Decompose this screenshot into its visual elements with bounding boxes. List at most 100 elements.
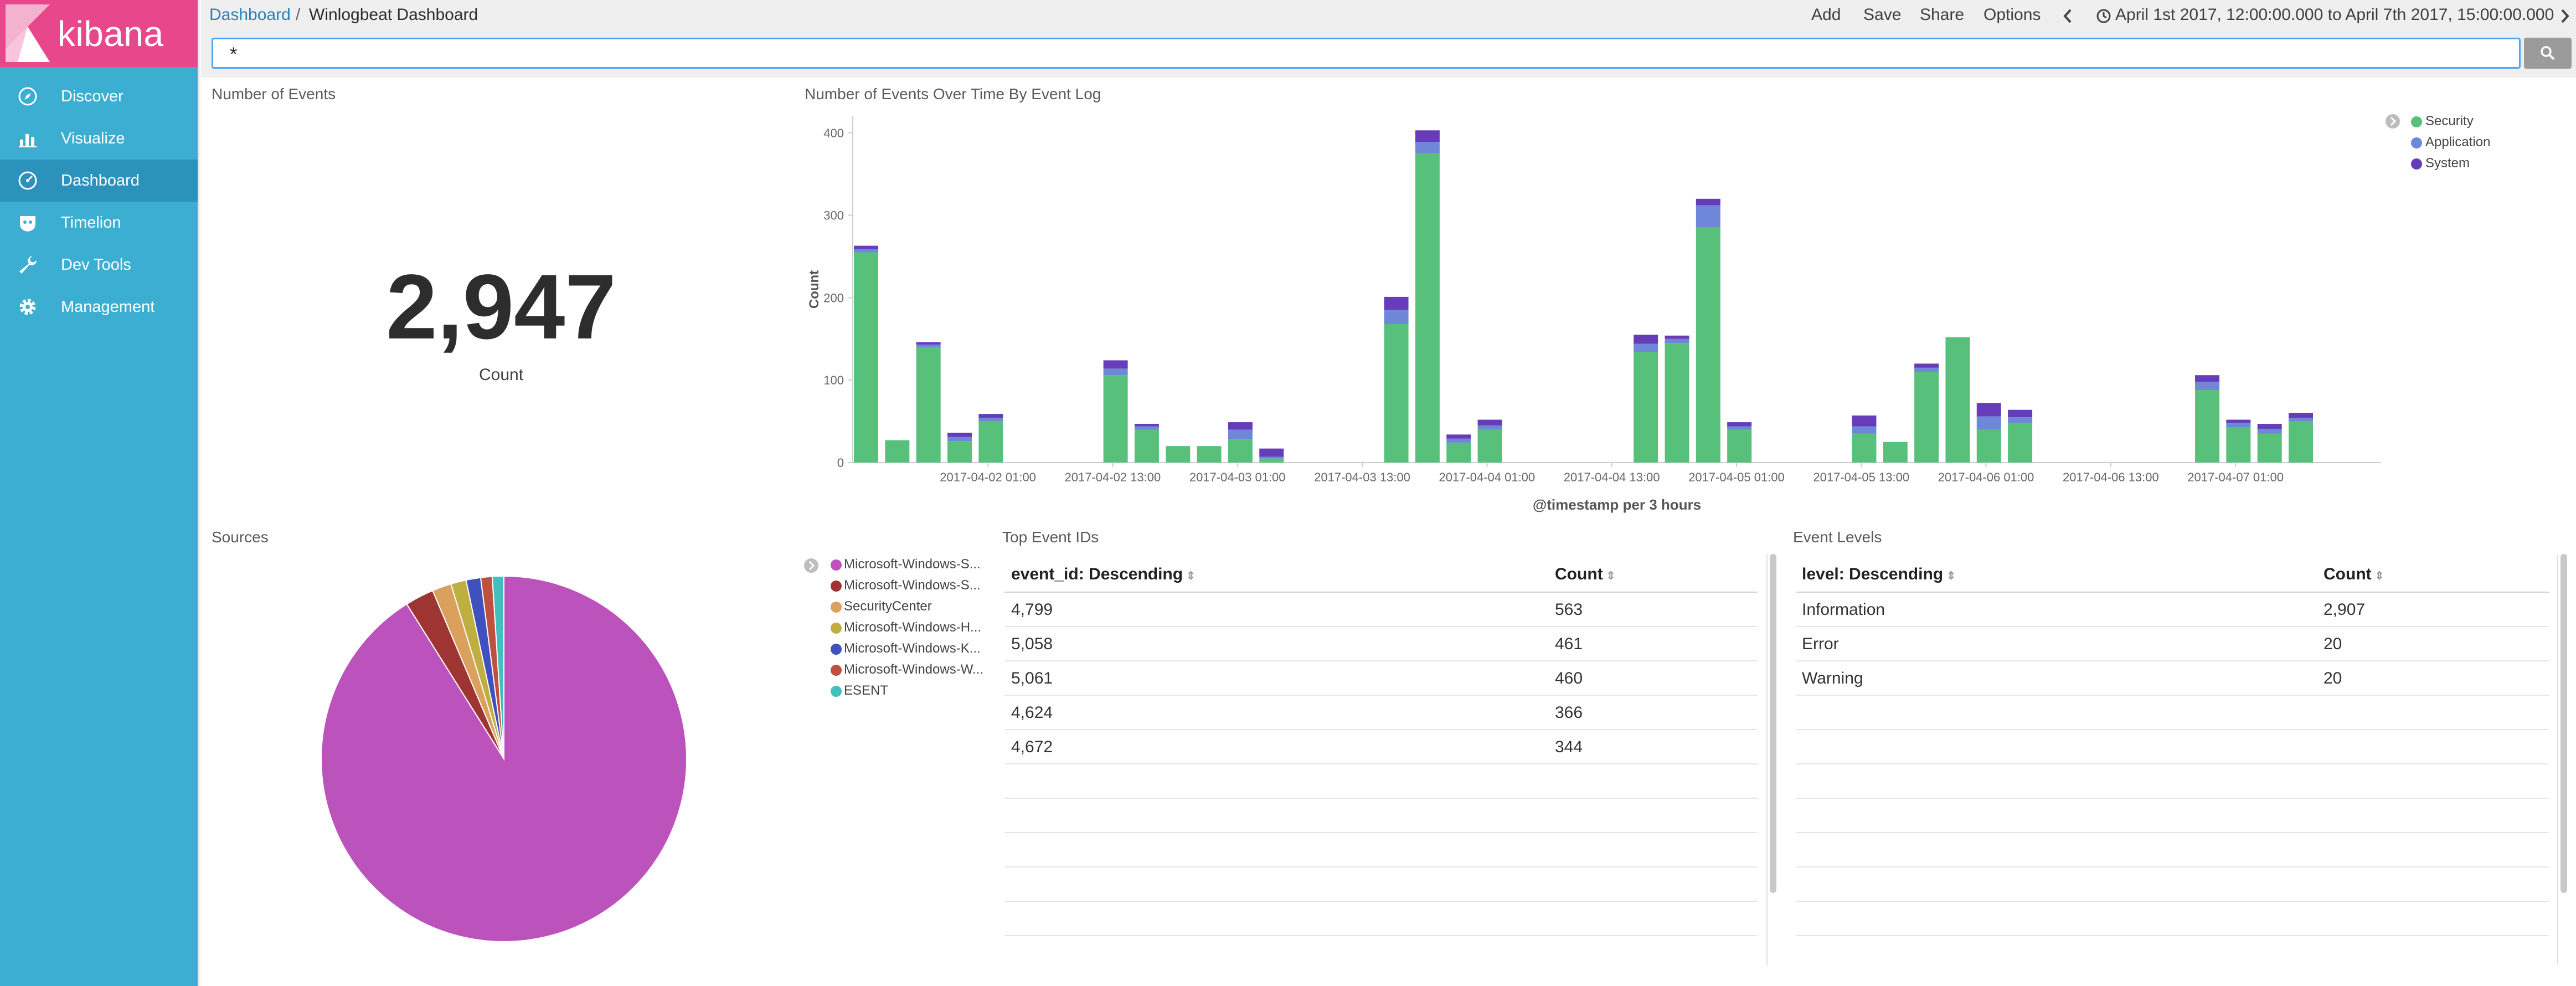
sidebar: kibana Discover Visualize Dashboard: [0, 0, 198, 986]
timelion-shield-icon: [20, 216, 35, 232]
sidebar-item-timelion[interactable]: Timelion: [0, 202, 198, 244]
column-header-count[interactable]: Count ⇕: [2323, 565, 2384, 584]
add-button[interactable]: Add: [1811, 6, 1841, 24]
bar-segment-system: [2289, 413, 2314, 418]
bar-segment-security: [2008, 423, 2033, 463]
scroll-track: [1766, 554, 1768, 965]
time-range-picker[interactable]: April 1st 2017, 12:00:00.000 to April 7t…: [2115, 6, 2554, 24]
bar-segment-system: [854, 245, 878, 249]
bar-segment-application: [1976, 416, 2001, 430]
pie-legend-item[interactable]: Microsoft-Windows-W...: [844, 662, 984, 677]
bar-segment-security: [1477, 429, 1502, 463]
pie-slice: [491, 575, 504, 759]
chevron-left-icon[interactable]: [2062, 8, 2073, 24]
row-divider: [1796, 832, 2549, 833]
bar-segment-application: [1696, 205, 1720, 228]
events-chart-title: Number of Events Over Time By Event Log: [805, 85, 1101, 102]
row-divider: [1796, 763, 2549, 764]
bar-segment-system: [1415, 130, 1440, 142]
legend-item-security[interactable]: Security: [2425, 114, 2474, 129]
column-header-event-id[interactable]: event_id: Descending ⇕: [1011, 565, 1196, 584]
sidebar-item-label: Discover: [61, 88, 123, 105]
pie-legend-item[interactable]: Microsoft-Windows-K...: [844, 641, 981, 656]
sources-pie-chart[interactable]: [310, 565, 698, 953]
scroll-track: [2557, 554, 2558, 965]
bar-segment-security: [1103, 375, 1128, 463]
pie-legend-swatch: [831, 602, 842, 613]
y-tick-label: 100: [823, 373, 844, 387]
search-input-value: *: [230, 44, 238, 65]
bar-segment-application: [2226, 423, 2251, 428]
bar-segment-system: [1696, 198, 1720, 206]
bar-segment-security: [1696, 227, 1720, 463]
x-tick-label: 2017-04-04 01:00: [1439, 470, 1535, 484]
sidebar-item-label: Dev Tools: [61, 256, 131, 274]
legend-toggle-icon[interactable]: [2384, 113, 2401, 130]
gear-icon: [19, 299, 36, 315]
row-divider: [1796, 866, 2549, 867]
row-divider: [1004, 798, 1758, 799]
legend-swatch-application: [2411, 137, 2422, 148]
search-input[interactable]: *: [212, 38, 2521, 69]
pie-legend-item[interactable]: Microsoft-Windows-S...: [844, 557, 981, 572]
chevron-right-icon[interactable]: [2559, 8, 2570, 24]
sidebar-item-management[interactable]: Management: [0, 286, 198, 328]
row-divider: [1796, 695, 2549, 696]
row-divider: [1004, 901, 1758, 902]
search-button[interactable]: [2524, 38, 2572, 69]
bar-segment-system: [1259, 448, 1284, 457]
breadcrumb-current: Winlogbeat Dashboard: [309, 6, 478, 24]
sidebar-item-dashboard[interactable]: Dashboard: [0, 160, 198, 202]
sort-icon: ⇕: [1606, 570, 1616, 582]
table-cell: 344: [1555, 738, 1583, 756]
share-button[interactable]: Share: [1920, 6, 1965, 24]
table-cell: 563: [1555, 600, 1583, 619]
sidebar-item-dev-tools[interactable]: Dev Tools: [0, 244, 198, 286]
row-divider: [1796, 729, 2549, 730]
bar-segment-system: [1446, 434, 1471, 439]
top-nav-bar: [201, 0, 2576, 33]
bar-segment-security: [1852, 433, 1877, 463]
options-button[interactable]: Options: [1983, 6, 2041, 24]
bar-segment-application: [1415, 142, 1440, 153]
breadcrumb-root-link[interactable]: Dashboard: [209, 6, 291, 24]
column-header-label: level: Descending: [1802, 565, 1944, 583]
bar-segment-security: [916, 347, 941, 463]
table-cell: 20: [2323, 635, 2342, 653]
kibana-logo[interactable]: kibana: [0, 0, 198, 67]
bar-segment-security: [1446, 443, 1471, 463]
events-over-time-chart[interactable]: 0 100 200 300 400 2017-04-02 01:00 2017-04-02 …: [797, 105, 2403, 515]
legend-item-system[interactable]: System: [2425, 156, 2470, 171]
compass-icon: [18, 87, 37, 106]
bar-segment-application: [978, 418, 1003, 422]
bar-segment-security: [1945, 337, 1970, 463]
bar-segment-application: [1477, 425, 1502, 430]
table-scrollbar[interactable]: [2560, 554, 2567, 893]
pie-legend-item[interactable]: SecurityCenter: [844, 599, 932, 614]
pie-legend-swatch: [831, 686, 842, 697]
save-button[interactable]: Save: [1863, 6, 1902, 24]
sidebar-item-discover[interactable]: Discover: [0, 75, 198, 117]
table-scrollbar[interactable]: [1770, 554, 1776, 893]
bar-segment-application: [1852, 426, 1877, 434]
pie-legend-item[interactable]: Microsoft-Windows-H...: [844, 620, 982, 635]
bar-segment-security: [2289, 421, 2314, 463]
pie-legend-item[interactable]: ESENT: [844, 683, 889, 698]
bar-segment-security: [2226, 427, 2251, 463]
column-header-level[interactable]: level: Descending ⇕: [1802, 565, 1956, 584]
table-cell: Error: [1802, 635, 1839, 653]
bar-segment-application: [854, 249, 878, 253]
bar-segment-application: [1727, 426, 1752, 430]
sidebar-shadow: [198, 0, 201, 986]
row-divider: [1796, 660, 2549, 661]
sidebar-item-visualize[interactable]: Visualize: [0, 117, 198, 160]
bar-segment-system: [1852, 415, 1877, 427]
pie-legend-swatch: [831, 665, 842, 676]
row-divider: [1004, 695, 1758, 696]
row-divider: [1004, 832, 1758, 833]
legend-item-application[interactable]: Application: [2425, 135, 2491, 150]
pie-legend-toggle-icon[interactable]: [803, 557, 820, 574]
pie-legend-item[interactable]: Microsoft-Windows-S...: [844, 578, 981, 593]
bar-chart-icon: [19, 134, 37, 147]
column-header-count[interactable]: Count ⇕: [1555, 565, 1615, 584]
